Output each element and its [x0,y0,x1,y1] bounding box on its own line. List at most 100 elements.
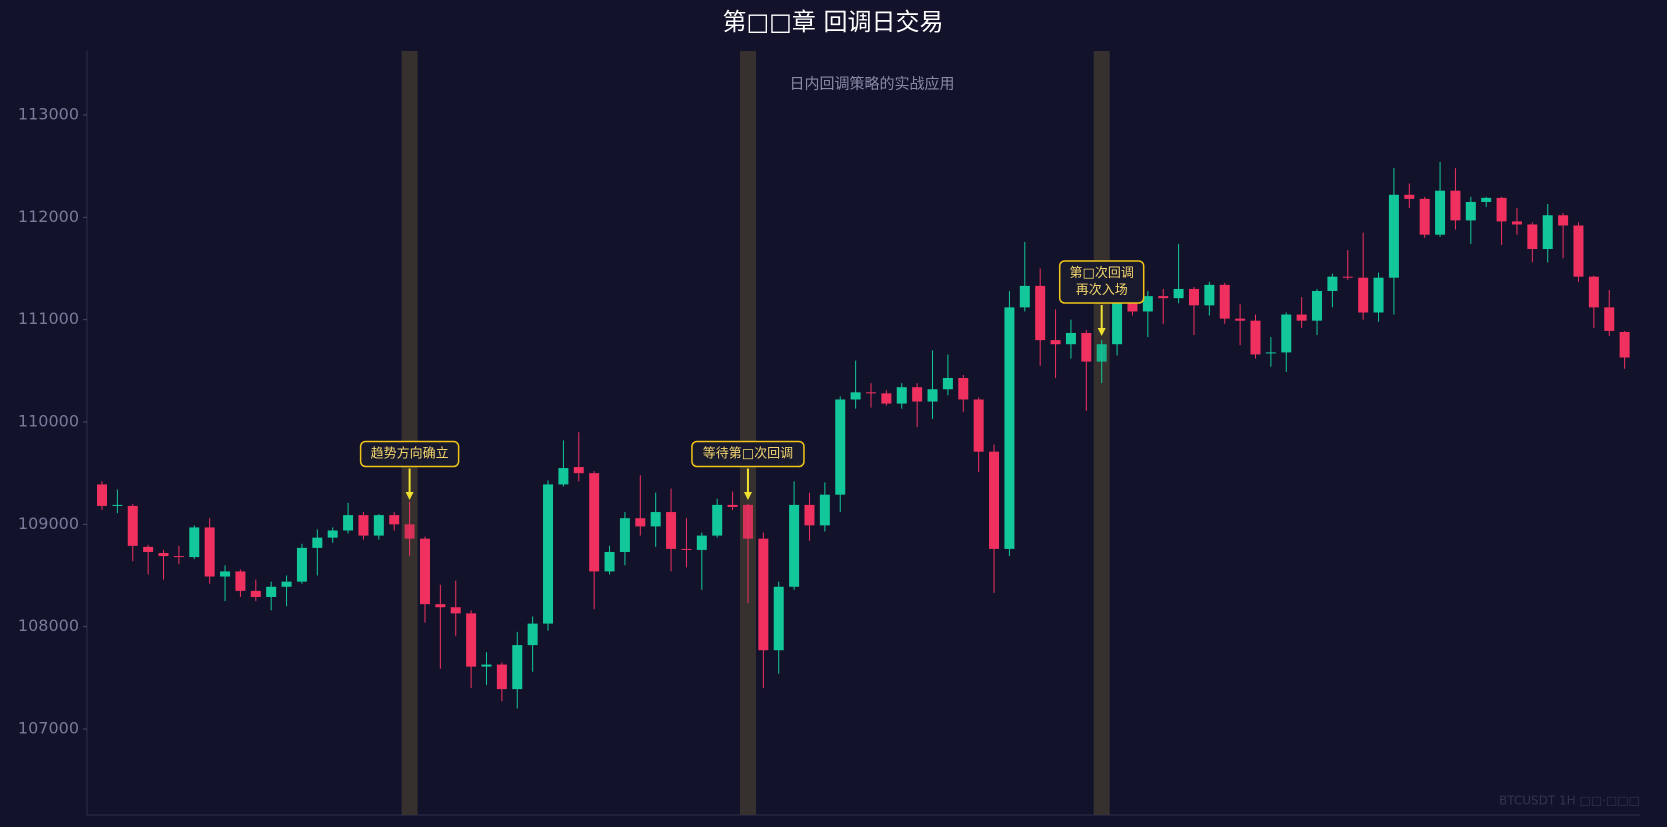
candle-body [681,548,692,550]
candle-body [173,556,184,558]
candle-body [989,451,1000,549]
candle-body [1158,296,1169,299]
candle-body [1511,221,1522,225]
candle-body [512,645,523,690]
candle-body [1373,277,1384,313]
candle-body [481,664,492,667]
watermark: BTCUSDT 1H □□·□□□ [1499,794,1640,808]
candle-body [496,664,507,690]
candle-body [1342,276,1353,278]
candle-body [1035,285,1046,341]
candle-body [220,571,231,577]
candle-body [958,377,969,400]
y-tick-label: 108000 [18,616,79,635]
candle-body [1604,307,1615,331]
candle-body [143,546,154,552]
candle-body [435,604,446,608]
candle-body [896,387,907,404]
annotation-text: 再次入场 [1076,282,1128,298]
highlight-band [1093,51,1110,815]
candle-body [466,613,477,667]
candle-body [450,607,461,614]
annotation-box [359,440,460,468]
candle-body [189,527,200,558]
candle-body [619,518,630,552]
candle-body [1542,215,1553,250]
candle-body [804,504,815,526]
candle-body [1081,332,1092,362]
annotation-arrowhead [743,492,752,500]
candle-body [912,387,923,402]
candle-body [973,399,984,452]
candle-body [1465,201,1476,221]
candle-body [1296,314,1307,321]
candle-body [204,527,215,577]
candle-body [1496,197,1507,222]
candle-body [558,468,569,485]
candle-body [881,393,892,404]
y-tick-label: 110000 [18,411,79,430]
candle-body [1435,190,1446,235]
candle-body [1112,302,1123,345]
candle-body [573,467,584,474]
candle-body [789,504,800,587]
candle-body [1419,198,1430,235]
candle-body [327,530,338,538]
candle-body [1619,331,1630,358]
chart-title: 第□□章 回调日交易 [723,8,944,36]
candle-body [266,586,277,598]
candle-body [773,586,784,651]
candle-body [635,518,646,527]
annotation-text: 等待第□次回调 [703,446,793,462]
annotation-text: 趋势方向确立 [371,446,449,462]
candle-body [712,504,723,536]
candle-body [1573,225,1584,277]
candle-body [389,515,400,525]
candle-body [1312,290,1323,321]
annotation-text: 第□次回调 [1070,265,1134,281]
y-tick-label: 109000 [18,514,79,533]
candle-body [604,551,615,572]
annotation-arrowhead [405,492,414,500]
candle-body [1450,190,1461,221]
candle-body [850,392,861,400]
annotation-box [691,440,805,468]
y-tick-label: 111000 [18,309,79,328]
candle-body [696,535,707,550]
candle-body [727,504,738,507]
annotation-arrowhead [1097,328,1106,336]
candle-body [1250,320,1261,355]
candle-body [235,571,246,591]
candle-body [296,547,307,582]
candle-body [1065,332,1076,345]
candle-body [1481,197,1492,202]
candle-body [1588,276,1599,308]
candle-body [1019,285,1030,308]
highlight-band [401,51,418,815]
candle-body [835,399,846,495]
candle-body [1173,288,1184,299]
candle-body [127,505,138,546]
candle-body [419,538,430,605]
candle-body [1188,288,1199,306]
candle-body [650,512,661,527]
candle-body [1265,352,1276,354]
candle-body [666,512,677,549]
candle-body [1050,340,1061,345]
candle-body [1096,344,1107,362]
candle-body [1527,224,1538,250]
annotation-box [1058,260,1145,304]
candle-body [758,538,769,651]
candle-body [927,389,938,402]
y-tick-label: 113000 [18,104,79,123]
candle-body [1358,277,1369,313]
candle-body [1204,284,1215,306]
candle-body [158,552,169,557]
candle-body [1281,314,1292,353]
candle-body [589,473,600,572]
candle-body [866,392,876,394]
candle-body [97,484,107,506]
candle-body [1004,307,1015,549]
